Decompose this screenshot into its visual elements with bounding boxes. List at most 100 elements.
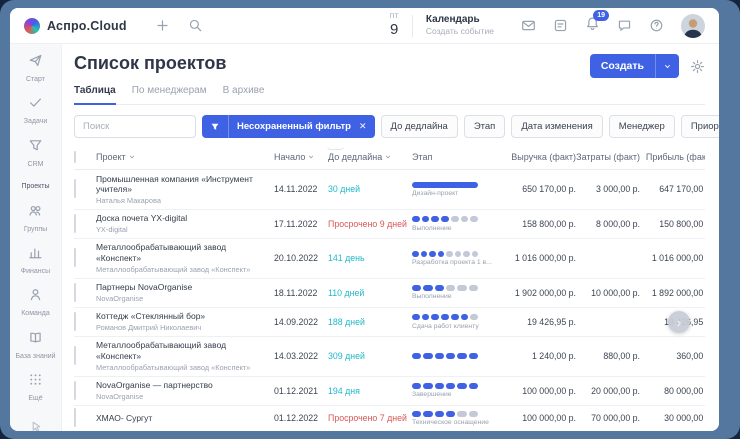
header-checkbox-cell (74, 152, 96, 162)
costs-cell: 3 000,00 р. (576, 184, 640, 194)
page-settings-gear-icon[interactable] (690, 59, 705, 74)
stage-cell: Техническое оснащение (412, 411, 504, 427)
chat-icon[interactable] (617, 18, 632, 33)
row-checkbox[interactable] (74, 408, 76, 427)
sidebar-item-tasks[interactable]: Задачи (10, 90, 61, 132)
sort-chevron-icon (129, 154, 135, 160)
stage-segment (431, 314, 439, 320)
column-header-profit[interactable]: Прибыль (факт) (640, 152, 705, 162)
filter-button-stage[interactable]: Этап (464, 115, 506, 138)
table-row[interactable]: Промышленная компания «Инструмент учител… (74, 170, 705, 210)
project-name[interactable]: Коттедж «Стеклянный бор» (96, 311, 266, 322)
project-name[interactable]: Доска почета YX-digital (96, 213, 266, 224)
revenue-cell: 158 800,00 р. (504, 219, 576, 229)
table-row[interactable]: Партнеры NovaOrganiseNovaOrganise18.11.2… (74, 279, 705, 308)
notes-icon[interactable] (553, 18, 568, 33)
stage-segment (422, 216, 430, 222)
stage-segment (435, 353, 444, 359)
profit-cell: 1 016 000,00 р. (640, 253, 705, 263)
remove-filter-icon[interactable]: ✕ (356, 121, 375, 132)
table-row[interactable]: NovaOrganise — партнерствоNovaOrganise01… (74, 377, 705, 406)
calendar-shortcut[interactable]: Календарь Создать событие (426, 14, 494, 37)
row-checkbox[interactable] (74, 381, 76, 400)
notifications-bell-icon[interactable]: 19 (585, 16, 600, 36)
column-header-deadline[interactable]: До дедлайна (328, 152, 412, 162)
calendar-subtitle: Создать событие (426, 26, 494, 37)
stage-segment (469, 411, 478, 417)
project-subtitle: Металлообрабатывающий завод «Конспект» (96, 363, 266, 372)
cursor-icon[interactable] (29, 420, 43, 431)
stage-cell: Разработка проекта 1 в... (412, 251, 504, 267)
search-input[interactable] (74, 115, 196, 138)
row-checkbox[interactable] (74, 283, 76, 302)
select-all-checkbox[interactable] (74, 151, 76, 163)
column-header-start[interactable]: Начало (274, 152, 328, 162)
table-row[interactable]: Металлообрабатывающий завод «Конспект» Ме… (74, 337, 705, 377)
project-name[interactable]: ХМАО- Сургут (96, 413, 266, 424)
row-checkbox[interactable] (74, 312, 76, 331)
sidebar-item-start[interactable]: Старт (10, 48, 61, 90)
create-button[interactable]: Создать (590, 54, 679, 78)
table-row[interactable]: Металлообрабатывающий завод «Конспект»Ме… (74, 239, 705, 279)
sidebar-item-more[interactable]: Ещё (10, 367, 61, 409)
sidebar-item-groups[interactable]: Группы (10, 198, 61, 240)
sidebar-item-projects[interactable]: Проекты (10, 175, 61, 197)
tab-table[interactable]: Таблица (74, 85, 116, 105)
costs-cell: 10 000,00 р. (576, 288, 640, 298)
column-collapse-handle[interactable] (326, 148, 345, 150)
table-row[interactable]: ХМАО- Сургут01.12.2022Просрочено 7 днейТ… (74, 406, 705, 431)
search-icon[interactable] (188, 18, 203, 33)
filter-button-priority[interactable]: Приоритет (681, 115, 719, 138)
mail-icon[interactable] (521, 18, 536, 33)
project-cell: Металлообрабатывающий завод «Конспект» Ме… (96, 340, 274, 372)
revenue-cell: 100 000,00 р. (504, 386, 576, 396)
filter-button-deadline[interactable]: До дедлайна (381, 115, 458, 138)
avatar[interactable] (681, 14, 705, 38)
project-name[interactable]: Металлообрабатывающий завод «Конспект» (96, 242, 266, 263)
table-row[interactable]: Коттедж «Стеклянный бор»Романов Дмитрий … (74, 308, 705, 337)
deadline-cell: 309 дней (328, 351, 412, 361)
calendar-date-widget[interactable]: ПТ 9 (389, 14, 398, 37)
app-logo[interactable]: Аспро.Cloud (24, 18, 127, 34)
project-name[interactable]: NovaOrganise — партнерство (96, 380, 266, 391)
stage-segment (469, 383, 478, 389)
table-row[interactable]: Доска почета YX-digitalYX-digital17.11.2… (74, 210, 705, 239)
row-checkbox[interactable] (74, 214, 76, 233)
row-checkbox[interactable] (74, 248, 76, 267)
weekday-label: ПТ (389, 14, 398, 21)
project-name[interactable]: Металлообрабатывающий завод «Конспект» (96, 340, 266, 361)
column-header-label: Проект (96, 152, 126, 162)
sidebar-item-team[interactable]: Команда (10, 282, 61, 324)
column-header-stage[interactable]: Этап (412, 152, 504, 162)
row-checkbox[interactable] (74, 179, 76, 198)
column-header-revenue[interactable]: Выручка (факт) (504, 152, 576, 162)
scroll-right-button[interactable]: › (668, 311, 690, 333)
help-icon[interactable] (649, 18, 664, 33)
costs-cell: 20 000,00 р. (576, 386, 640, 396)
column-header-project[interactable]: Проект (96, 152, 274, 162)
sidebar-item-knowledge-base[interactable]: База знаний (10, 325, 61, 367)
active-filter-chip[interactable]: Несохраненный фильтр ✕ (202, 115, 375, 138)
start-date-cell: 14.11.2022 (274, 184, 328, 194)
column-header-costs[interactable]: Затраты (факт) (576, 152, 640, 162)
column-header-label: Этап (412, 152, 432, 162)
deadline-cell: Просрочено 9 дней (328, 219, 412, 229)
tab-by-managers[interactable]: По менеджерам (132, 85, 207, 104)
project-name[interactable]: Промышленная компания «Инструмент учител… (96, 174, 266, 195)
sidebar-item-label: Группы (24, 226, 47, 234)
quick-add-button[interactable] (155, 18, 170, 33)
table-header: Проект НачалоДо дедлайнаЭтап Выручка (факт… (74, 148, 705, 170)
row-checkbox[interactable] (74, 346, 76, 365)
sidebar-item-crm[interactable]: CRM (10, 133, 61, 175)
tab-archive[interactable]: В архиве (223, 85, 265, 104)
costs-cell: 8 000,00 р. (576, 219, 640, 229)
sidebar-item-finance[interactable]: Финансы (10, 240, 61, 282)
stage-segment (412, 383, 421, 389)
row-checkbox-cell (74, 249, 96, 267)
chevron-down-icon[interactable] (656, 63, 679, 70)
filter-button-manager[interactable]: Менеджер (609, 115, 675, 138)
project-name[interactable]: Партнеры NovaOrganise (96, 282, 266, 293)
deadline-cell: 188 дней (328, 317, 412, 327)
filter-button-modified-date[interactable]: Дата изменения (511, 115, 602, 138)
stage-label: Выполнение (412, 293, 500, 300)
